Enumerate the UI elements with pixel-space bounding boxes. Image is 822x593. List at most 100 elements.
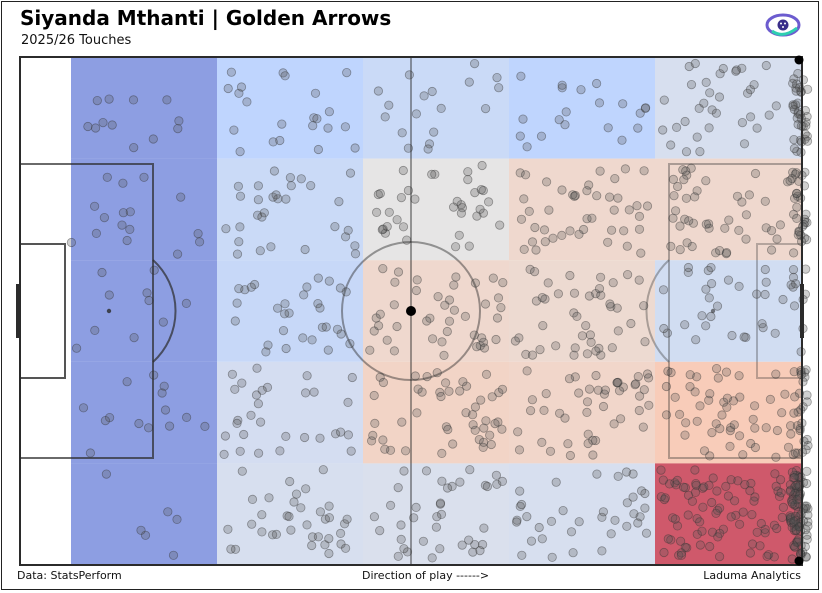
touch-point (697, 311, 707, 321)
touch-point (515, 501, 525, 511)
touch-point (427, 334, 438, 344)
touch-point (705, 451, 715, 461)
touch-point (427, 86, 437, 97)
touch-point (538, 320, 548, 331)
touch-point (596, 350, 606, 360)
touch-point (413, 384, 423, 394)
touch-point (91, 123, 101, 133)
touch-point (335, 283, 345, 293)
touch-point (789, 500, 800, 510)
touch-point (704, 223, 714, 233)
touch-point (656, 465, 666, 475)
touch-point (746, 478, 756, 488)
heatmap-zone-r3-c1 (71, 260, 217, 362)
touch-point (619, 226, 629, 236)
touch-point (323, 123, 333, 133)
touch-point (591, 346, 601, 356)
touch-point (335, 528, 346, 539)
touch-point (482, 481, 492, 492)
touch-point (704, 123, 714, 133)
touch-point (666, 241, 676, 251)
touch-point (512, 515, 522, 525)
touch-point (795, 423, 805, 434)
touch-point (787, 499, 798, 509)
touch-point (514, 333, 524, 343)
touch-point (683, 262, 694, 273)
touch-point (470, 539, 480, 550)
touch-point (738, 507, 748, 517)
touch-point (278, 68, 288, 78)
touch-point (680, 320, 690, 330)
touch-point (470, 278, 480, 288)
touch-point (761, 223, 771, 233)
touch-point (491, 470, 501, 480)
touch-point (448, 202, 459, 212)
touch-point (641, 528, 652, 538)
touch-point (511, 517, 522, 527)
touch-point (273, 194, 283, 204)
touch-point (678, 482, 689, 492)
heatmap-zone-r1-c5 (655, 57, 801, 159)
touch-point (791, 537, 802, 547)
touch-point (497, 476, 507, 486)
touch-point (90, 201, 100, 211)
left-penalty-arc (152, 259, 177, 363)
touch-point (539, 225, 550, 235)
touch-point (455, 386, 465, 396)
touch-point (568, 190, 578, 200)
touch-point (789, 367, 799, 377)
touch-point (257, 385, 267, 395)
touch-point (683, 510, 693, 520)
touch-point (518, 114, 528, 124)
touch-point (776, 488, 786, 498)
heatmap-zones (71, 57, 801, 565)
touch-point (540, 294, 550, 304)
touch-point (377, 225, 387, 235)
touch-point (628, 492, 638, 502)
touch-point (703, 265, 713, 276)
touch-point (271, 529, 281, 540)
touch-point (715, 528, 725, 539)
touch-point (380, 112, 390, 122)
touch-point (324, 533, 334, 544)
touch-point (658, 475, 668, 485)
touch-point (590, 435, 601, 446)
touch-point (492, 73, 502, 83)
touch-point (752, 527, 762, 537)
touch-point (788, 264, 799, 275)
touch-point (442, 483, 453, 493)
touch-point (494, 387, 504, 398)
touch-point (223, 83, 233, 94)
touch-point (674, 409, 685, 419)
touch-point (342, 68, 352, 78)
touch-point (340, 543, 351, 553)
touch-point (537, 437, 547, 447)
touch-point (330, 429, 341, 439)
heatmap-zone-r4-c4 (509, 361, 655, 464)
touch-point (691, 478, 701, 489)
touch-point (634, 211, 645, 221)
touch-point (695, 401, 705, 411)
touch-point (285, 173, 295, 183)
touch-point (788, 473, 798, 483)
touch-point (785, 485, 796, 495)
touch-point (686, 80, 697, 90)
touch-point (607, 343, 617, 353)
touch-point (734, 431, 745, 441)
touch-point (101, 469, 112, 479)
touch-point (234, 88, 244, 98)
touch-point (707, 105, 717, 115)
touch-point (785, 176, 795, 186)
touch-point (268, 192, 278, 202)
touch-point (435, 544, 445, 554)
touch-point (789, 540, 799, 551)
touch-point (468, 547, 478, 557)
touch-point (530, 222, 540, 233)
touch-point (603, 123, 613, 133)
touch-point (592, 469, 602, 479)
touch-point (802, 131, 812, 141)
touch-point (634, 275, 644, 285)
touch-point (678, 165, 688, 175)
touch-point (548, 233, 558, 243)
touch-point (668, 513, 678, 523)
